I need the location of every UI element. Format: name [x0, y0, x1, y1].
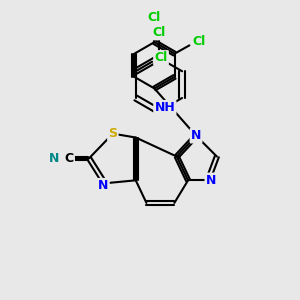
Text: Cl: Cl	[192, 35, 206, 48]
Text: NH: NH	[154, 101, 175, 114]
Text: Cl: Cl	[148, 11, 161, 24]
Text: Cl: Cl	[154, 51, 168, 64]
Text: N: N	[206, 174, 216, 187]
Text: Cl: Cl	[152, 26, 166, 39]
Text: S: S	[108, 127, 117, 140]
Text: N: N	[98, 179, 109, 192]
Text: C: C	[64, 152, 74, 165]
Text: N: N	[191, 129, 201, 142]
Text: N: N	[49, 152, 59, 165]
